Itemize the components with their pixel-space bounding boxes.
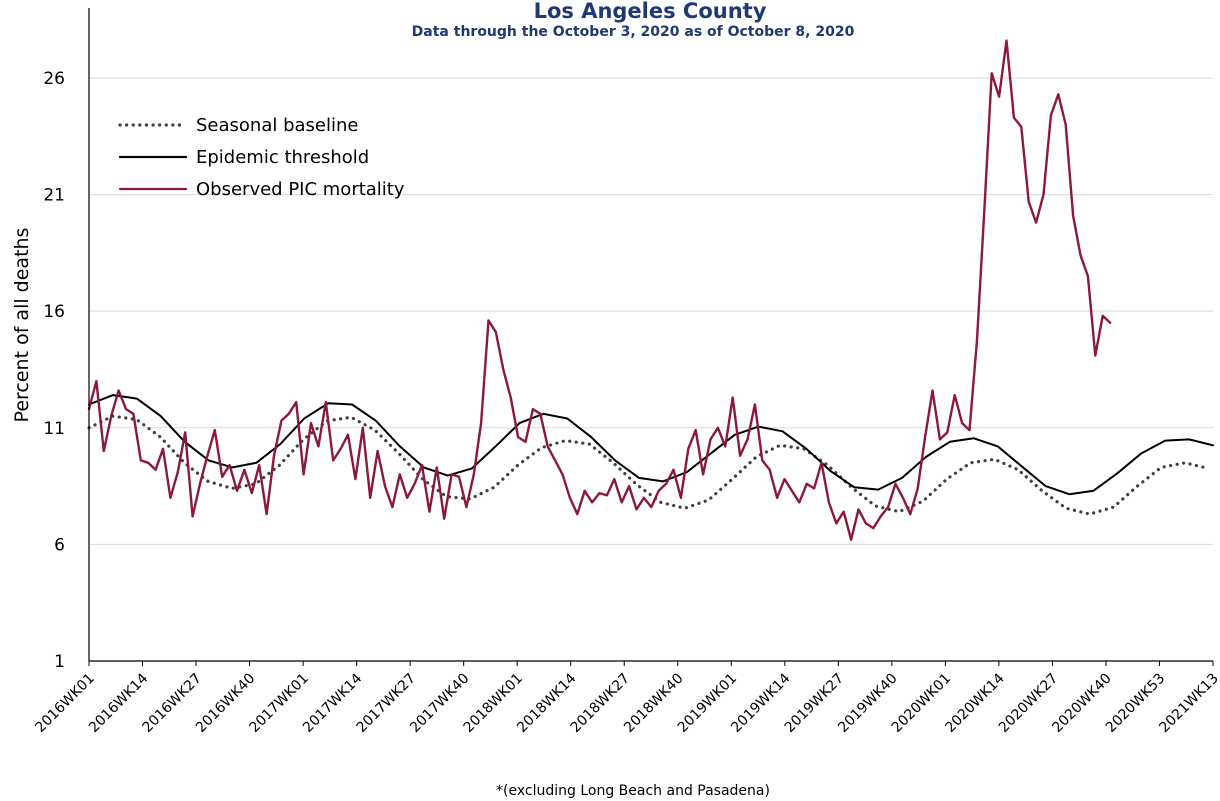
legend-label-seasonal-baseline: Seasonal baseline <box>196 115 358 136</box>
y-tick-label: 11 <box>43 419 65 439</box>
y-tick-label: 16 <box>43 302 65 322</box>
legend-label-epidemic-threshold: Epidemic threshold <box>196 147 369 168</box>
chart-subtitle: Data through the October 3, 2020 as of O… <box>412 24 855 40</box>
y-tick-label: 21 <box>43 186 65 206</box>
series-lines <box>87 39 1214 541</box>
epidemic-threshold-line <box>88 394 1214 496</box>
footnote: *(excluding Long Beach and Pasadena) <box>496 783 770 799</box>
gridlines <box>89 77 1213 545</box>
legend: Seasonal baseline Epidemic threshold Obser… <box>118 115 405 200</box>
y-tick-label: 26 <box>43 69 65 89</box>
legend-label-observed-pic-mortality: Observed PIC mortality <box>196 179 405 200</box>
x-axis-ticks: 2016WK012016WK142016WK272016WK402017WK01… <box>32 661 1220 736</box>
seasonal-baseline-line <box>87 414 1211 516</box>
observed-pic-mortality-line <box>87 39 1112 541</box>
y-tick-label: 1 <box>54 652 65 672</box>
y-tick-label: 6 <box>54 535 65 555</box>
y-axis-label: Percent of all deaths <box>11 228 33 423</box>
chart-title: Los Angeles County <box>534 0 767 23</box>
